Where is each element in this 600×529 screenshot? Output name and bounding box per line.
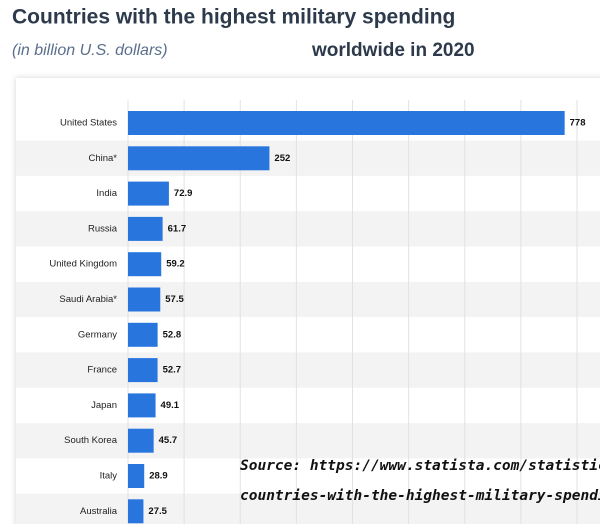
bar [128, 464, 145, 488]
value-label: 45.7 [159, 435, 178, 446]
bar [128, 146, 270, 171]
bar [128, 181, 169, 206]
row-stripe [16, 140, 600, 176]
annotation: countries-with-the-highest-military-spen… [240, 488, 600, 504]
bar [128, 287, 161, 312]
y-tick-label: United Kingdom [49, 259, 117, 270]
chart-subtitle: (in billion U.S. dollars) [12, 42, 168, 59]
value-label: 52.8 [163, 329, 182, 340]
y-tick-label: France [87, 365, 117, 376]
value-label: 61.7 [168, 223, 187, 234]
y-tick-label: Japan [91, 400, 117, 411]
chart-title: Countries with the highest military spen… [12, 6, 455, 29]
value-label: 27.5 [148, 506, 167, 517]
y-tick-label: Russia [88, 223, 118, 234]
y-tick-label: South Korea [64, 435, 118, 446]
bar [128, 428, 154, 453]
row-stripe [16, 423, 600, 459]
value-label: 778 [570, 118, 586, 129]
y-tick-label: Australia [80, 506, 118, 517]
bar [128, 499, 144, 524]
chart-title: worldwide in 2020 [311, 40, 475, 61]
bar [128, 393, 156, 418]
y-tick-label: Germany [78, 329, 117, 340]
y-tick-label: India [96, 188, 117, 199]
row-stripe [16, 211, 600, 247]
bar [128, 111, 565, 135]
value-label: 72.9 [174, 188, 193, 199]
row-stripe [16, 281, 600, 318]
annotation: Source: https://www.statista.com/statist… [240, 458, 600, 474]
row-stripe [16, 493, 600, 529]
y-tick-label: United States [60, 118, 117, 129]
y-tick-label: Italy [100, 471, 118, 482]
bar [128, 322, 158, 347]
value-label: 52.7 [163, 365, 182, 376]
y-tick-label: China* [88, 153, 117, 164]
bar [128, 358, 158, 383]
y-tick-label: Saudi Arabia* [59, 294, 117, 305]
row-stripe [16, 352, 600, 388]
value-label: 49.1 [161, 400, 180, 411]
bar [128, 216, 163, 241]
value-label: 59.2 [166, 259, 185, 270]
value-label: 28.9 [149, 471, 168, 482]
bar [128, 252, 162, 277]
value-label: 252 [274, 153, 290, 164]
value-label: 57.5 [165, 294, 184, 305]
